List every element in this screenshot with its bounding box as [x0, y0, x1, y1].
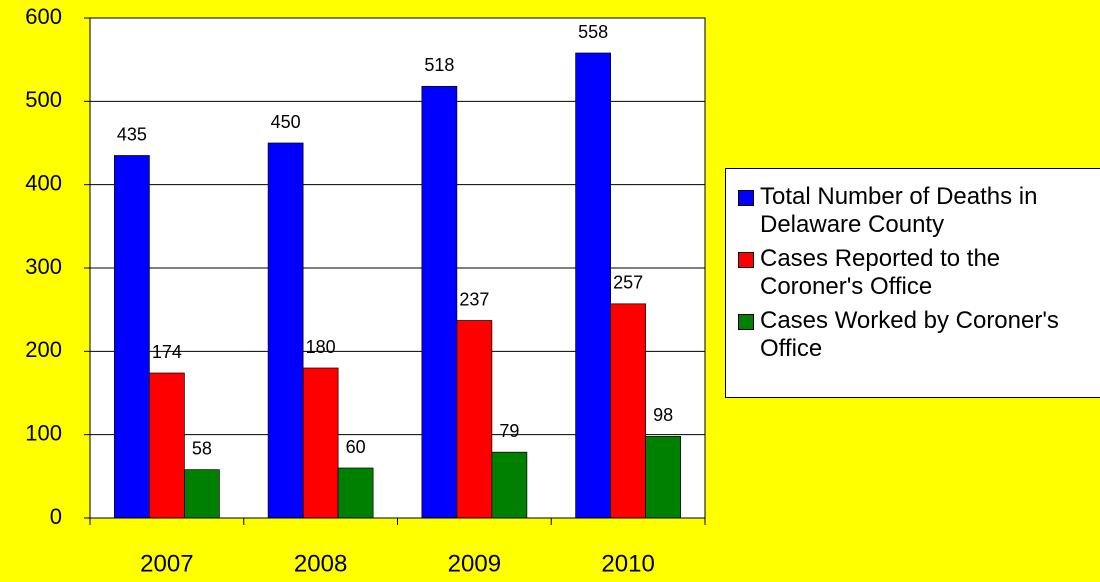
legend-entry: Total Number of Deaths in Delaware Count… — [738, 183, 1092, 239]
value-label: 180 — [306, 337, 336, 357]
y-tick-label: 600 — [25, 4, 62, 29]
x-tick-label: 2008 — [294, 550, 347, 577]
value-label: 558 — [578, 22, 608, 42]
value-label: 79 — [499, 421, 519, 441]
bar — [149, 372, 185, 519]
x-tick-label: 2009 — [448, 550, 501, 577]
legend-swatch — [738, 190, 754, 206]
legend: Total Number of Deaths in Delaware Count… — [725, 168, 1100, 398]
value-label: 435 — [117, 124, 147, 144]
value-label: 518 — [424, 55, 454, 75]
y-tick-label: 400 — [25, 170, 62, 195]
bar — [337, 467, 374, 519]
bar — [456, 320, 493, 519]
y-tick-label: 100 — [25, 420, 62, 445]
x-tick-label: 2010 — [601, 550, 654, 577]
value-label: 450 — [271, 112, 301, 132]
value-label: 174 — [152, 342, 182, 362]
legend-label: Cases Worked by Coroner's Office — [760, 307, 1059, 362]
bar — [184, 469, 220, 519]
bar — [421, 85, 458, 519]
x-tick-label: 2007 — [140, 550, 193, 577]
value-label: 98 — [653, 405, 673, 425]
bar — [610, 303, 646, 519]
y-tick-label: 200 — [25, 337, 62, 362]
legend-label: Cases Reported to the Coroner's Office — [760, 245, 1001, 300]
bar — [114, 155, 150, 519]
bar — [575, 52, 611, 519]
bar — [491, 451, 528, 519]
value-label: 257 — [613, 273, 643, 293]
legend-swatch — [738, 252, 754, 268]
y-tick-label: 300 — [25, 254, 62, 279]
y-tick-label: 0 — [50, 504, 62, 529]
bar — [267, 142, 304, 519]
bar — [645, 435, 681, 519]
bar — [302, 367, 339, 519]
legend-entry: Cases Reported to the Coroner's Office — [738, 245, 1092, 301]
y-tick-label: 500 — [25, 87, 62, 112]
legend-label: Total Number of Deaths in Delaware Count… — [760, 183, 1038, 238]
value-label: 237 — [459, 289, 489, 309]
value-label: 60 — [346, 437, 366, 457]
legend-swatch — [738, 314, 754, 330]
legend-entry: Cases Worked by Coroner's Office — [738, 307, 1092, 363]
value-label: 58 — [192, 438, 212, 458]
